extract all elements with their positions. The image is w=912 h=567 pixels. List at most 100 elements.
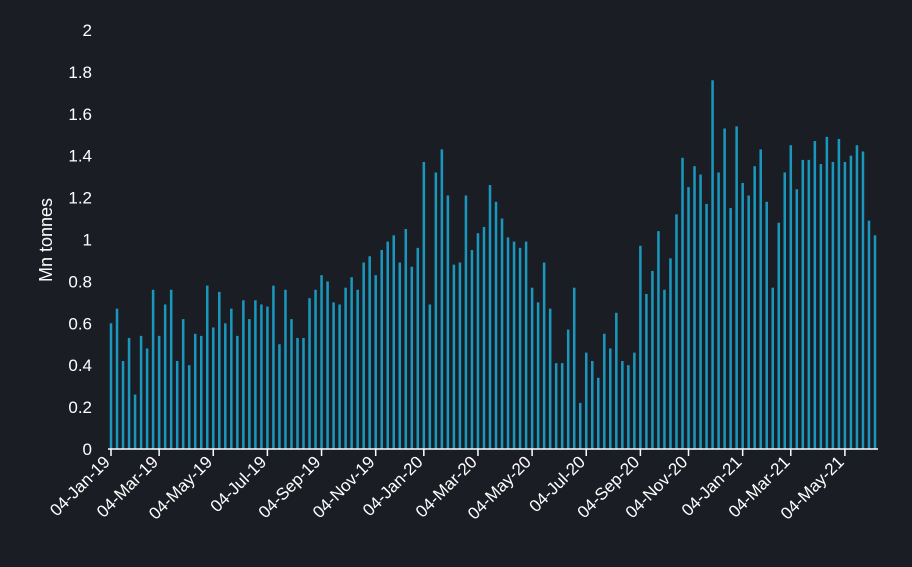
bar xyxy=(590,361,594,449)
bar xyxy=(230,308,233,449)
bar xyxy=(422,161,426,450)
bar xyxy=(362,262,365,449)
bar xyxy=(121,361,125,449)
bar xyxy=(320,275,323,449)
bar xyxy=(350,277,353,449)
bar xyxy=(837,138,841,449)
bar xyxy=(603,333,606,449)
bar xyxy=(374,275,377,449)
bar xyxy=(236,335,239,449)
bar xyxy=(434,172,438,449)
bar xyxy=(440,149,444,450)
bar xyxy=(645,293,648,449)
bar xyxy=(416,247,420,449)
bar xyxy=(723,128,726,449)
bar xyxy=(717,172,720,449)
bar xyxy=(597,377,600,449)
bar xyxy=(344,287,347,449)
bar xyxy=(554,363,558,449)
bar xyxy=(175,361,179,449)
bar xyxy=(308,298,311,449)
bar xyxy=(687,187,690,450)
bar xyxy=(765,201,768,449)
y-tick-label: 1.8 xyxy=(68,63,92,82)
bar xyxy=(609,348,612,449)
bar xyxy=(260,304,263,449)
bar xyxy=(157,335,161,449)
bar xyxy=(867,220,871,449)
bar xyxy=(326,281,329,449)
y-axis-label: Mn tonnes xyxy=(36,198,56,282)
y-tick-label: 0 xyxy=(83,440,92,459)
y-tick-label: 0.4 xyxy=(68,356,92,375)
bar xyxy=(145,348,149,449)
bar xyxy=(272,285,275,449)
bar xyxy=(548,308,552,449)
bar xyxy=(380,249,383,449)
bar xyxy=(109,323,113,449)
bar xyxy=(747,195,750,449)
bar xyxy=(663,289,666,449)
bar xyxy=(218,291,221,450)
bar xyxy=(482,226,486,449)
bar xyxy=(621,361,624,449)
bar xyxy=(151,289,155,449)
bar xyxy=(248,319,251,449)
bar xyxy=(392,235,396,449)
bar xyxy=(163,304,167,449)
bar xyxy=(584,352,588,449)
bars xyxy=(109,80,877,450)
y-axis-ticks: 0 0.2 0.4 0.6 0.8 1 1.2 1.4 1.6 1.8 2 xyxy=(68,21,92,459)
x-axis: 04-Jan-1904-Mar-1904-May-1904-Jul-1904-S… xyxy=(46,448,878,523)
bar xyxy=(187,365,191,449)
bar xyxy=(711,80,714,449)
bar xyxy=(536,302,540,449)
bar xyxy=(759,149,762,450)
bar xyxy=(356,289,359,449)
bar xyxy=(693,166,696,450)
bar xyxy=(500,218,504,449)
bar xyxy=(657,231,660,449)
bar xyxy=(518,247,522,449)
bar xyxy=(278,344,281,449)
bar xyxy=(819,164,823,449)
y-tick-label: 0.6 xyxy=(68,314,92,333)
bar xyxy=(115,308,119,449)
bar xyxy=(476,233,480,449)
bar xyxy=(169,289,173,449)
bar xyxy=(488,185,492,449)
bar xyxy=(813,141,817,450)
bar xyxy=(843,161,847,450)
bar xyxy=(506,237,510,449)
bar xyxy=(633,352,636,449)
bar xyxy=(494,201,498,449)
bar xyxy=(458,262,462,449)
bar xyxy=(224,323,227,449)
bar xyxy=(729,208,732,449)
y-tick-label: 2 xyxy=(83,21,92,40)
bar xyxy=(735,126,738,450)
bar xyxy=(741,182,744,449)
bar xyxy=(133,394,137,449)
bar xyxy=(199,335,203,449)
bar xyxy=(410,266,414,449)
bar xyxy=(572,287,576,449)
bar xyxy=(560,363,564,449)
bar xyxy=(446,195,450,449)
bar xyxy=(699,174,702,449)
bar xyxy=(615,312,618,449)
bar xyxy=(242,300,245,449)
bar xyxy=(404,229,408,449)
bar xyxy=(127,337,131,449)
bar xyxy=(290,319,293,449)
bar xyxy=(139,335,143,449)
bar xyxy=(524,241,528,449)
bar xyxy=(566,329,570,449)
bar xyxy=(181,319,185,449)
bar xyxy=(825,136,829,449)
bar xyxy=(651,270,654,449)
bar xyxy=(314,289,317,449)
bar xyxy=(254,300,257,449)
bar xyxy=(783,172,787,449)
bar xyxy=(452,264,456,449)
